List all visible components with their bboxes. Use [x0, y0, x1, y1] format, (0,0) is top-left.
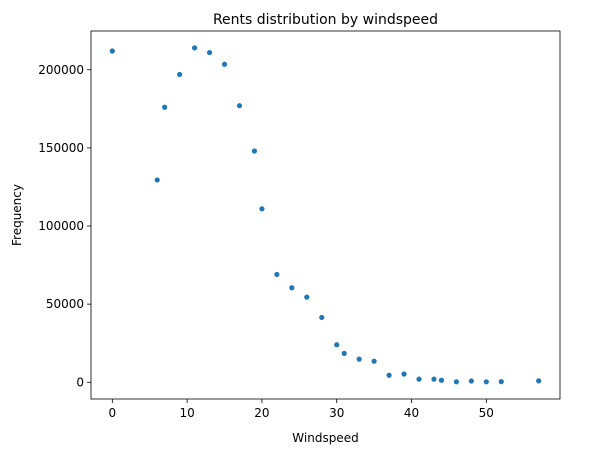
y-tick-label: 100000	[38, 219, 84, 233]
data-point	[259, 206, 265, 212]
y-tick-label: 0	[76, 375, 84, 389]
data-point	[334, 342, 340, 348]
x-tick-label: 50	[479, 406, 494, 420]
y-tick-label: 50000	[46, 297, 84, 311]
data-point	[401, 371, 407, 377]
data-point	[191, 45, 198, 51]
x-tick-label: 20	[254, 406, 269, 420]
x-tick-label: 40	[404, 406, 419, 420]
data-point	[162, 104, 168, 110]
data-point	[177, 71, 183, 78]
y-axis-title: Frequency	[10, 184, 24, 246]
data-point	[221, 61, 228, 67]
data-point	[289, 285, 295, 291]
data-point	[319, 314, 325, 321]
data-point	[416, 376, 422, 382]
data-point	[468, 378, 474, 384]
data-point	[154, 177, 160, 183]
data-point	[431, 376, 437, 382]
data-point	[438, 377, 445, 383]
chart-title: Rents distribution by windspeed	[213, 12, 438, 28]
data-point	[498, 379, 504, 385]
data-point	[251, 148, 258, 154]
y-tick-label: 200000	[38, 63, 84, 77]
data-point	[109, 48, 115, 54]
data-point	[341, 350, 347, 356]
y-tick-label: 150000	[38, 141, 84, 155]
data-point	[236, 103, 243, 109]
data-point	[453, 379, 460, 385]
plot-area	[109, 45, 542, 385]
x-tick-label: 10	[179, 406, 194, 420]
data-point	[304, 294, 310, 300]
data-point	[206, 49, 213, 56]
data-point	[483, 379, 489, 385]
data-point	[536, 378, 542, 384]
x-tick-label: 0	[108, 406, 116, 420]
plot-frame	[90, 30, 561, 400]
data-point	[274, 271, 280, 278]
data-point	[356, 356, 362, 362]
x-tick-label: 30	[329, 406, 344, 420]
data-point	[386, 372, 392, 378]
data-point	[371, 358, 377, 364]
x-axis-title: Windspeed	[292, 431, 358, 445]
